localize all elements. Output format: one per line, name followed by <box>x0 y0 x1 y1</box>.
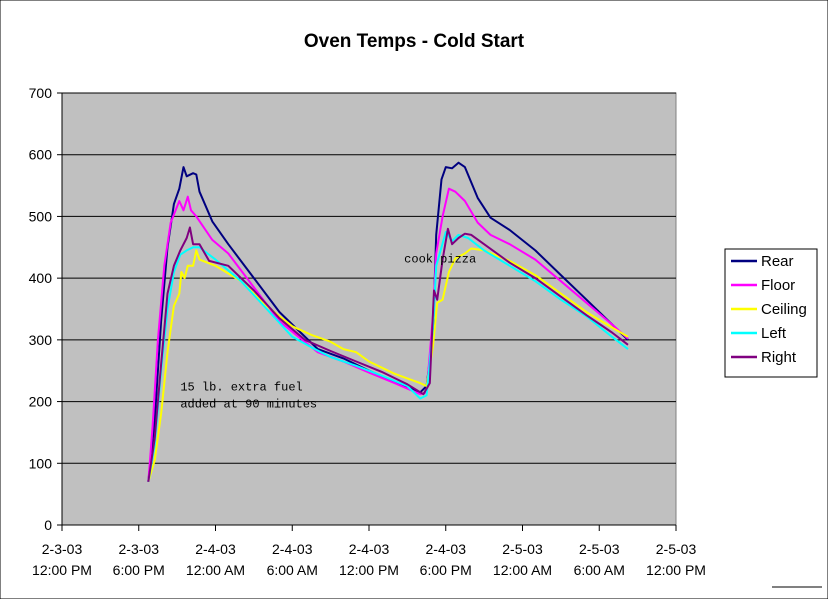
series-lines <box>147 161 629 483</box>
x-tick-label-date: 2-4-03 <box>426 541 467 557</box>
legend-box <box>724 248 818 378</box>
annotation-text: cook pizza <box>404 253 476 267</box>
x-tick-label-time: 12:00 PM <box>32 562 92 578</box>
series-line-right <box>147 226 629 482</box>
legend-label: Rear <box>761 253 794 270</box>
x-tick-label-time: 12:00 AM <box>493 562 552 578</box>
x-tick-label-time: 6:00 PM <box>113 562 165 578</box>
x-tick-label-date: 2-5-03 <box>579 541 620 557</box>
x-tick-label-date: 2-4-03 <box>272 541 313 557</box>
annotation-text: added at 90 minutes <box>180 397 317 411</box>
y-tick-label: 200 <box>29 394 53 410</box>
annotation-text: 15 lb. extra fuel <box>180 380 302 394</box>
x-tick-label-time: 6:00 AM <box>574 562 625 578</box>
x-tick-label-date: 2-3-03 <box>119 541 160 557</box>
legend-label: Left <box>761 325 787 342</box>
x-tick-label-date: 2-3-03 <box>42 541 83 557</box>
x-tick-label-date: 2-4-03 <box>349 541 390 557</box>
y-tick-label: 400 <box>29 270 53 286</box>
x-tick-label-time: 12:00 PM <box>339 562 399 578</box>
legend-label: Floor <box>761 277 795 294</box>
legend-label: Ceiling <box>761 301 807 318</box>
legend-label: Right <box>761 349 797 366</box>
series-line-left <box>147 230 629 482</box>
x-tick-label-date: 2-4-03 <box>195 541 236 557</box>
y-tick-label: 0 <box>44 517 52 533</box>
x-tick-label-date: 2-5-03 <box>656 541 697 557</box>
series-line-floor <box>147 187 629 482</box>
x-tick-label-time: 12:00 PM <box>646 562 706 578</box>
x-tick-label-date: 2-5-03 <box>502 541 543 557</box>
legend: Rear Floor Ceiling Left Right <box>724 248 818 378</box>
x-tick-label-time: 6:00 PM <box>420 562 472 578</box>
y-tick-label: 500 <box>29 208 53 224</box>
x-tick-label-time: 6:00 AM <box>267 562 318 578</box>
y-tick-label: 300 <box>29 332 53 348</box>
y-tick-label: 700 <box>29 85 53 101</box>
chart-title: Oven Temps - Cold Start <box>304 31 525 52</box>
axes: 0 100 200 300 400 500 600 700 2-3-03 12:00 PM 2-3-… <box>29 85 706 578</box>
y-tick-label: 600 <box>29 147 53 163</box>
x-tick-label-time: 12:00 AM <box>186 562 245 578</box>
y-tick-label: 100 <box>29 455 53 471</box>
series-line-ceiling <box>147 247 629 483</box>
annotations: cook pizza 15 lb. extra fuel added at 90 m… <box>180 253 476 412</box>
